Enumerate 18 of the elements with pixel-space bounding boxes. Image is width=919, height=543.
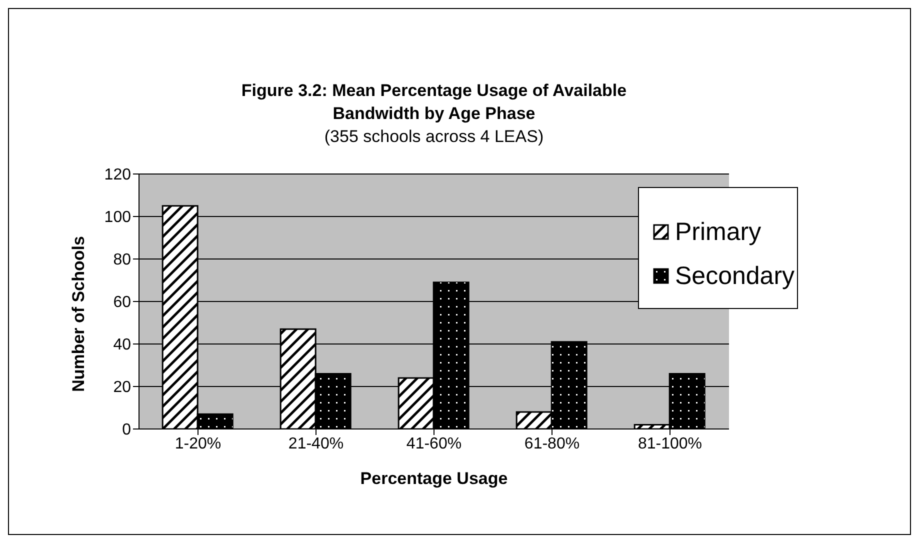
x-tick-label: 41-60% — [406, 435, 462, 452]
y-tick-label: 40 — [113, 336, 132, 354]
chart-title: Figure 3.2: Mean Percentage Usage of Available Bandwidth by Age Phase — [240, 80, 628, 125]
y-axis-title: Number of Schools — [69, 236, 89, 392]
x-tick-label: 61-80% — [524, 435, 580, 452]
x-tick-label: 1-20% — [174, 435, 222, 452]
y-tick-label: 80 — [113, 252, 132, 269]
y-tick-label: 100 — [104, 209, 132, 226]
chart-subtitle: (355 schools across 4 LEAS) — [323, 126, 545, 148]
y-tick-label: 0 — [122, 422, 132, 439]
y-tick-label: 20 — [113, 379, 132, 396]
x-tick-label: 81-100% — [638, 435, 702, 452]
x-tick-label: 21-40% — [288, 435, 344, 452]
x-axis-title: Percentage Usage — [360, 469, 508, 488]
y-tick-label: 60 — [113, 294, 132, 312]
y-tick-label: 120 — [104, 166, 132, 184]
legend-label: Primary — [675, 218, 762, 246]
legend-label: Secondary — [675, 262, 795, 290]
